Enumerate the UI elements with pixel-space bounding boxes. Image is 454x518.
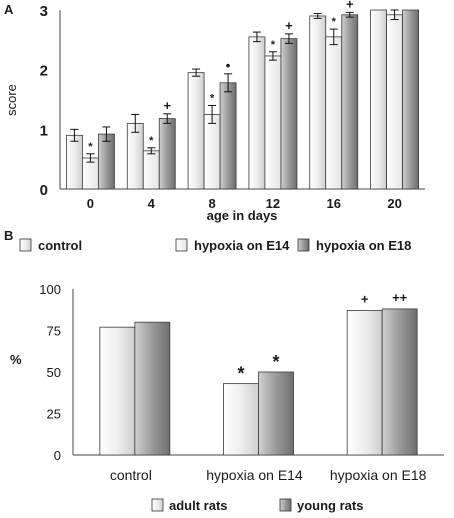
panel-b-bar	[381, 308, 418, 456]
panel-b-x-tick-label: hypoxia on E18	[330, 467, 427, 483]
panel-a-bar	[126, 122, 144, 190]
panel-b-legend-label: young rats	[297, 498, 363, 513]
panel-a-bar	[325, 36, 343, 190]
panel-b-y-tick-label: 100	[39, 282, 61, 297]
panel-a-bar	[248, 36, 266, 190]
panel-a-legend-label: control	[38, 238, 82, 253]
panel-a-bar	[386, 14, 403, 190]
panel-a-x-tick-label: 8	[208, 196, 215, 211]
panel-a-x-tick-label: 20	[387, 196, 401, 211]
panel-a-y-tick-label: 1	[40, 122, 48, 139]
panel-a-bar	[280, 38, 298, 190]
panel-a-y-tick-label: 2	[40, 63, 48, 80]
panel-a-legend-swatch	[175, 238, 188, 252]
panel-b-significance-mark: +	[361, 292, 369, 307]
panel-a-x-tick-label: 12	[266, 196, 280, 211]
panel-a-bar	[98, 133, 115, 190]
panel-a-label: A	[4, 2, 14, 17]
panel-b-bar	[134, 321, 171, 456]
panel-a-significance-mark: +	[163, 98, 171, 113]
panel-b-chart: B % 0 25 50 75 100 control hypoxia on E14 * * hyp…	[4, 228, 444, 513]
panel-b-y-tick-label: 25	[47, 407, 61, 422]
panel-b-significance-mark: ++	[392, 290, 408, 305]
panel-a-x-tick-label: 0	[87, 196, 94, 211]
panel-b-significance-mark: *	[237, 364, 244, 384]
panel-a-legend: control hypoxia on E14 hypoxia on E18	[19, 238, 411, 253]
panel-a-legend-swatch	[297, 238, 310, 252]
panel-a-y-axis-label: score	[4, 84, 19, 116]
panel-b-legend-swatch	[279, 498, 292, 512]
panel-a-bar	[309, 15, 327, 190]
panel-a-significance-mark: •	[226, 58, 231, 73]
panel-a-significance-mark: *	[149, 135, 154, 147]
panel-a-bar	[264, 55, 282, 190]
panel-a-bar	[219, 82, 237, 190]
panel-b-x-tick-label: control	[110, 467, 152, 483]
panel-b-legend-label: adult rats	[169, 498, 228, 513]
panel-a-bar	[203, 114, 221, 190]
panel-b-legend: adult rats young rats	[151, 498, 363, 513]
panel-a-bar	[142, 150, 160, 190]
panel-a-legend-label: hypoxia on E18	[316, 238, 411, 253]
panel-b-y-axis-label: %	[10, 352, 22, 367]
panel-a-significance-mark: *	[332, 16, 337, 28]
panel-b-plot: 0 25 50 75 100 control hypoxia on E14 * * hypoxia…	[39, 282, 444, 483]
panel-b-label: B	[4, 228, 13, 243]
panel-a-significance-mark: *	[210, 92, 215, 104]
panel-a-bar	[158, 118, 176, 190]
panel-a-y-tick-label: 3	[40, 3, 48, 20]
panel-a-bar	[370, 9, 387, 190]
panel-b-x-tick-label: hypoxia on E14	[206, 467, 303, 483]
panel-a-significance-mark: *	[88, 141, 93, 153]
panel-b-bar	[99, 326, 136, 456]
panel-b-y-tick-label: 50	[47, 365, 61, 380]
panel-a-legend-label: hypoxia on E14	[194, 238, 290, 253]
panel-a-x-tick-label: 16	[327, 196, 341, 211]
panel-b-y-tick-label: 75	[47, 324, 61, 339]
panel-a-bar	[341, 14, 359, 190]
panel-a-x-axis-label: age in days	[207, 208, 278, 223]
panel-a-significance-mark: +	[346, 0, 354, 11]
panel-a-y-tick-label: 0	[40, 182, 48, 199]
panel-a-significance-mark: +	[285, 18, 293, 33]
panel-b-bar	[346, 310, 383, 456]
panel-a-x-tick-label: 4	[148, 196, 156, 211]
panel-b-significance-mark: *	[272, 352, 279, 372]
panel-a-significance-mark: *	[271, 39, 276, 51]
panel-a-bar	[402, 9, 419, 190]
panel-a-bar	[66, 134, 83, 190]
panel-b-bar	[258, 371, 294, 456]
panel-b-bar	[223, 383, 259, 456]
panel-a-legend-swatch	[19, 238, 32, 252]
panel-a-chart: A score age in days 01230*4*+8*•12*+16*+…	[4, 0, 425, 253]
panel-a-bar	[187, 72, 205, 190]
panel-b-legend-swatch	[151, 498, 164, 512]
panel-b-y-tick-label: 0	[54, 448, 61, 463]
